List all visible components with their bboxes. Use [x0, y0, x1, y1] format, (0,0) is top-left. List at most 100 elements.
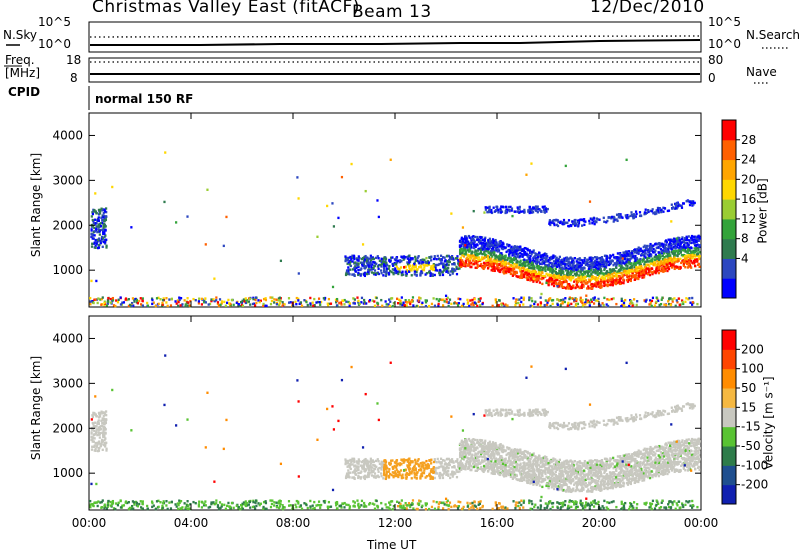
heatmap-cell — [411, 499, 415, 502]
heatmap-cell — [416, 259, 419, 262]
heatmap-cell — [645, 265, 648, 269]
heatmap-cell — [628, 507, 631, 511]
heatmap-cell — [587, 267, 590, 271]
heatmap-cell — [564, 297, 567, 300]
heatmap-cell — [460, 244, 463, 247]
heatmap-cell — [669, 506, 672, 510]
heatmap-cell — [602, 303, 605, 307]
heatmap-cell — [502, 257, 505, 260]
heatmap-cell — [277, 502, 280, 505]
heatmap-cell — [470, 265, 473, 269]
heatmap-cell — [573, 220, 576, 224]
heatmap-cell — [520, 499, 523, 502]
heatmap-cell — [536, 303, 539, 306]
heatmap-cell — [344, 256, 347, 260]
heatmap-cell — [459, 252, 462, 256]
heatmap-cell — [206, 188, 209, 191]
heatmap-cell — [258, 300, 261, 304]
heatmap-cell — [441, 501, 444, 505]
heatmap-cell — [471, 301, 474, 304]
heatmap-cell — [634, 210, 638, 213]
heatmap-cell — [100, 235, 104, 239]
heatmap-cell — [556, 277, 559, 280]
heatmap-cell — [548, 278, 551, 282]
heatmap-cell — [647, 273, 650, 276]
heatmap-cell — [420, 262, 424, 265]
heatmap-cell — [295, 505, 298, 509]
heatmap-cell — [577, 265, 581, 268]
heatmap-cell — [654, 270, 657, 274]
heatmap-cell — [383, 260, 386, 264]
heatmap-cell — [675, 246, 679, 249]
heatmap-cell — [547, 268, 550, 271]
heatmap-cell — [462, 237, 466, 241]
heatmap-cell — [480, 256, 484, 259]
heatmap-cell — [512, 257, 516, 260]
heatmap-cell — [632, 213, 636, 216]
heatmap-cell — [408, 300, 411, 304]
heatmap-cell — [382, 265, 386, 269]
heatmap-cell — [531, 208, 534, 211]
heatmap-cell — [543, 506, 546, 510]
heatmap-cell — [678, 239, 682, 242]
heatmap-cell — [360, 267, 363, 270]
heatmap-cell — [175, 302, 178, 305]
heatmap-cell — [512, 267, 515, 270]
heatmap-cell — [676, 265, 679, 269]
heatmap-cell — [484, 256, 487, 259]
heatmap-cell — [395, 500, 399, 503]
heatmap-cell — [343, 506, 346, 509]
heatmap-cell — [376, 255, 379, 258]
heatmap-cell — [539, 262, 542, 266]
heatmap-cell — [603, 260, 606, 264]
heatmap-cell — [547, 281, 550, 285]
heatmap-cell — [413, 464, 416, 467]
heatmap-cell — [564, 279, 567, 283]
heatmap-cell — [408, 270, 411, 273]
heatmap-cell — [552, 274, 555, 278]
heatmap-cell — [519, 270, 522, 273]
heatmap-cell — [457, 260, 460, 263]
heatmap-cell — [633, 260, 636, 264]
heatmap-cell — [96, 219, 99, 222]
heatmap-cell — [514, 253, 518, 256]
heatmap-cell — [474, 302, 478, 305]
heatmap-cell — [488, 205, 491, 209]
heatmap-cell — [352, 302, 355, 305]
heatmap-cell — [571, 297, 575, 301]
heatmap-cell — [203, 299, 206, 303]
heatmap-cell — [262, 297, 266, 301]
heatmap-cell — [563, 267, 567, 270]
heatmap-cell — [593, 298, 596, 301]
heatmap-cell — [680, 237, 684, 241]
heatmap-cell — [681, 240, 685, 244]
heatmap-cell — [588, 200, 592, 203]
heatmap-cell — [380, 474, 383, 478]
heatmap-cell — [542, 262, 546, 265]
heatmap-cell — [264, 501, 268, 505]
heatmap-cell — [548, 256, 551, 260]
heatmap-cell — [495, 258, 498, 262]
heatmap-cell — [102, 216, 105, 219]
heatmap-cell — [650, 246, 653, 249]
heatmap-cell — [618, 278, 621, 281]
heatmap-cell — [692, 252, 695, 255]
heatmap-cell — [630, 256, 633, 260]
heatmap-cell — [111, 501, 115, 505]
heatmap-cell — [437, 507, 440, 510]
heatmap-cell — [651, 257, 654, 260]
heatmap-cell — [663, 506, 666, 509]
heatmap-cell — [429, 272, 432, 275]
heatmap-cell — [251, 302, 255, 306]
heatmap-cell — [186, 297, 189, 300]
heatmap-cell — [414, 264, 417, 267]
heatmap-cell — [496, 250, 499, 253]
heatmap-cell — [663, 303, 666, 306]
heatmap-cell — [561, 275, 564, 279]
heatmap-cell — [518, 304, 521, 307]
heatmap-cell — [494, 238, 497, 242]
heatmap-cell — [438, 262, 441, 266]
heatmap-cell — [556, 272, 559, 275]
heatmap-cell — [515, 298, 518, 301]
heatmap-cell — [592, 297, 595, 300]
